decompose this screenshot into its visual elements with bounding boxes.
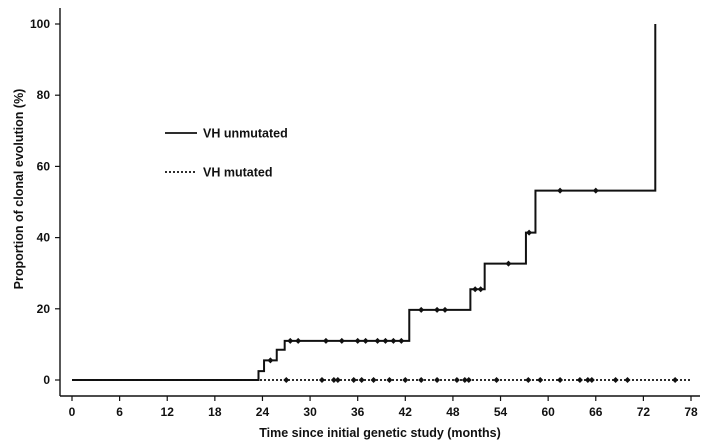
legend-item-vh-unmutated: VH unmutated xyxy=(165,127,288,141)
censor-mark-vh-mutated xyxy=(283,377,290,383)
x-tick-label: 12 xyxy=(161,405,175,419)
x-axis-title: Time since initial genetic study (months… xyxy=(259,426,500,440)
censor-mark-vh-mutated xyxy=(386,377,393,383)
censor-mark-vh-unmutated xyxy=(338,337,345,344)
censor-mark-vh-mutated xyxy=(588,377,595,383)
censor-mark-vh-mutated xyxy=(318,377,325,383)
censor-mark-vh-unmutated xyxy=(295,337,302,344)
plot-frame xyxy=(59,8,700,397)
censor-mark-vh-unmutated xyxy=(362,337,369,344)
legend: VH unmutated VH mutated xyxy=(165,127,288,180)
censor-mark-vh-unmutated xyxy=(382,337,389,344)
legend-item-vh-mutated: VH mutated xyxy=(165,166,272,180)
y-tick-label: 20 xyxy=(37,302,51,316)
censor-mark-vh-unmutated xyxy=(287,337,294,344)
censor-mark-vh-mutated xyxy=(493,377,500,383)
x-tick-label: 36 xyxy=(351,405,365,419)
censor-mark-vh-unmutated xyxy=(477,286,484,293)
censor-mark-vh-unmutated xyxy=(374,337,381,344)
series-vh-mutated xyxy=(72,377,691,383)
x-tick-label: 60 xyxy=(541,405,555,419)
y-tick-label: 80 xyxy=(37,88,51,102)
x-tick-label: 6 xyxy=(116,405,123,419)
censor-mark-vh-unmutated xyxy=(390,337,397,344)
x-tick-label: 54 xyxy=(494,405,508,419)
y-axis-ticks: 0 20 40 60 80 100 xyxy=(30,17,60,387)
step-line-vh-unmutated xyxy=(72,24,657,381)
censor-mark-vh-unmutated xyxy=(354,337,361,344)
censor-mark-vh-unmutated xyxy=(557,187,564,194)
censor-mark-vh-mutated xyxy=(334,377,341,383)
censor-mark-vh-mutated xyxy=(402,377,409,383)
censor-mark-vh-mutated xyxy=(612,377,619,383)
y-axis-title: Proportion of clonal evolution (%) xyxy=(12,89,26,290)
censor-mark-vh-mutated xyxy=(557,377,564,383)
censor-mark-vh-unmutated xyxy=(505,260,512,267)
x-tick-label: 78 xyxy=(684,405,698,419)
series-vh-unmutated xyxy=(72,24,657,381)
y-tick-label: 40 xyxy=(37,231,51,245)
censor-mark-vh-unmutated xyxy=(267,357,274,364)
censor-mark-vh-unmutated xyxy=(472,286,479,293)
x-tick-label: 72 xyxy=(637,405,651,419)
x-tick-label: 24 xyxy=(256,405,270,419)
censor-mark-vh-mutated xyxy=(330,377,337,383)
censor-mark-vh-mutated xyxy=(453,377,460,383)
censor-mark-vh-unmutated xyxy=(398,337,405,344)
censor-mark-vh-mutated xyxy=(358,377,365,383)
x-tick-label: 42 xyxy=(399,405,413,419)
y-tick-label: 100 xyxy=(30,17,50,31)
censor-mark-vh-unmutated xyxy=(418,306,425,313)
series-layer xyxy=(72,24,691,383)
x-axis-ticks: 0 6 12 18 24 30 36 42 48 54 60 66 72 78 xyxy=(69,396,698,419)
x-tick-label: 48 xyxy=(446,405,460,419)
censor-mark-vh-unmutated xyxy=(441,306,448,313)
censor-mark-vh-mutated xyxy=(525,377,532,383)
censor-mark-vh-mutated xyxy=(370,377,377,383)
y-tick-label: 0 xyxy=(43,373,50,387)
censor-mark-vh-mutated xyxy=(537,377,544,383)
censor-mark-vh-mutated xyxy=(434,377,441,383)
censor-mark-vh-unmutated xyxy=(592,187,599,194)
x-tick-label: 0 xyxy=(69,405,76,419)
censor-mark-vh-unmutated xyxy=(434,306,441,313)
censor-mark-vh-mutated xyxy=(465,377,472,383)
legend-label-vh-mutated: VH mutated xyxy=(203,166,272,180)
censor-mark-vh-mutated xyxy=(624,377,631,383)
y-tick-label: 60 xyxy=(37,159,51,173)
censor-mark-vh-unmutated xyxy=(526,229,533,236)
censor-mark-vh-mutated xyxy=(418,377,425,383)
censor-mark-vh-mutated xyxy=(576,377,583,383)
x-tick-label: 18 xyxy=(208,405,222,419)
censor-mark-vh-mutated xyxy=(672,377,679,383)
censor-mark-vh-unmutated xyxy=(322,337,329,344)
legend-label-vh-unmutated: VH unmutated xyxy=(203,127,288,141)
censor-mark-vh-mutated xyxy=(461,377,468,383)
x-tick-label: 66 xyxy=(589,405,603,419)
censor-mark-vh-mutated xyxy=(584,377,591,383)
x-tick-label: 30 xyxy=(303,405,317,419)
censor-mark-vh-mutated xyxy=(350,377,357,383)
